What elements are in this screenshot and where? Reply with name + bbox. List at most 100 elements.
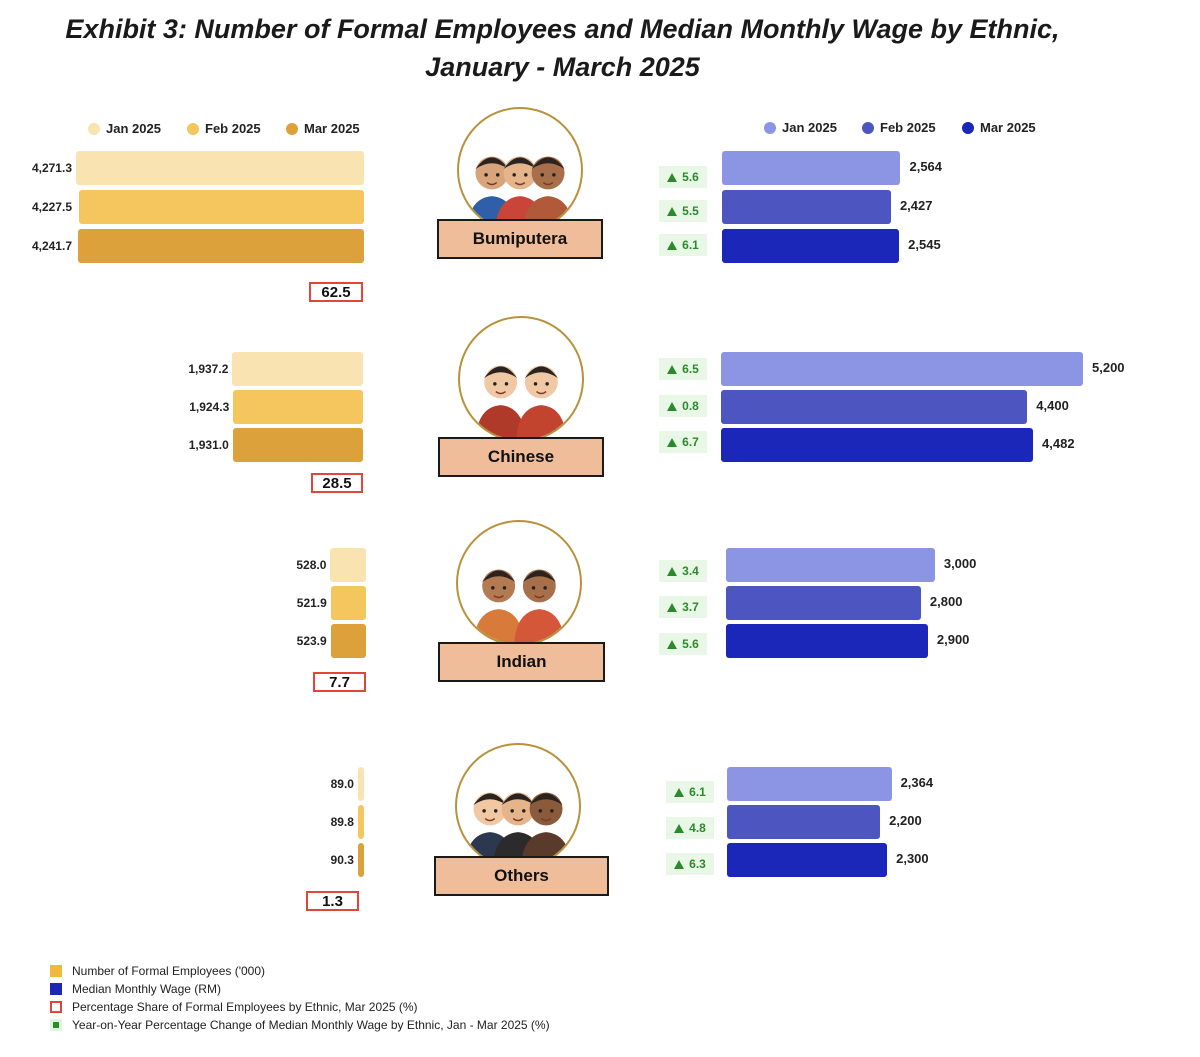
yoy-change-tag: 0.8 [659, 395, 707, 417]
wage-bar-bumiputera-3 [722, 229, 900, 263]
yoy-change-tag: 5.6 [659, 166, 707, 188]
wage-bar-indian-2 [726, 586, 921, 620]
ethnic-label-bumiputera: Bumiputera [437, 219, 603, 259]
employees-bar-chinese-2 [233, 390, 363, 424]
footnote-label: Median Monthly Wage (RM) [72, 982, 221, 996]
employees-value-label: 1,924.3 [189, 400, 230, 414]
ethnic-label-others: Others [434, 856, 609, 896]
legend-swatch [187, 122, 199, 135]
footnote-swatch [50, 983, 62, 995]
chart-title-line2: January - March 2025 [425, 52, 700, 82]
yoy-change-tag: 6.5 [659, 358, 707, 380]
up-arrow-icon [667, 364, 678, 374]
yoy-change-tag: 3.7 [659, 596, 707, 618]
wage-value-label: 2,800 [929, 594, 963, 609]
yoy-change-tag: 4.8 [666, 817, 714, 839]
yoy-change-tag: 6.1 [659, 234, 707, 256]
yoy-change-value: 4.8 [689, 821, 706, 835]
ethnic-label-chinese: Chinese [438, 437, 604, 477]
employees-value-label: 1,931.0 [188, 438, 229, 452]
wage-bar-indian-1 [726, 548, 935, 582]
yoy-change-tag: 6.7 [659, 431, 707, 453]
employees-value-label: 89.8 [330, 815, 354, 829]
employees-value-label: 528.0 [296, 558, 327, 572]
wage-value-label: 2,364 [900, 775, 934, 790]
wage-bar-others-1 [727, 767, 892, 801]
employees-value-label: 4,271.3 [31, 161, 72, 175]
ethnic-label-indian: Indian [438, 642, 605, 682]
chart-title-line1: Exhibit 3: Number of Formal Employees an… [65, 14, 1060, 44]
footnote-3: Percentage Share of Formal Employees by … [50, 1000, 418, 1014]
wage-value-label: 2,564 [909, 159, 943, 174]
legend-label: Feb 2025 [205, 121, 261, 136]
wage-value-label: 2,427 [899, 198, 933, 213]
legend-item-wages-2: Feb 2025 [862, 120, 936, 135]
employees-value-label: 4,241.7 [31, 239, 72, 253]
employees-value-label: 1,937.2 [188, 362, 229, 376]
employees-bar-chinese-3 [232, 428, 363, 462]
chinese-people-icon [458, 316, 584, 442]
legend-item-employees-1: Jan 2025 [88, 121, 161, 136]
employees-value-label: 90.3 [330, 853, 354, 867]
employees-bar-others-3 [357, 843, 364, 877]
up-arrow-icon [667, 566, 678, 576]
employees-value-label: 89.0 [330, 777, 354, 791]
footnote-label: Number of Formal Employees ('000) [72, 964, 266, 978]
employees-value-label: 4,227.5 [31, 200, 72, 214]
yoy-change-tag: 5.6 [659, 633, 707, 655]
up-arrow-icon [667, 602, 678, 612]
yoy-change-value: 6.3 [689, 857, 706, 871]
up-arrow-icon [674, 859, 685, 869]
employees-bar-others-1 [357, 767, 364, 801]
employees-bar-indian-3 [330, 624, 366, 658]
legend-swatch [88, 122, 100, 135]
wage-bar-chinese-2 [721, 390, 1028, 424]
yoy-change-value: 5.6 [682, 637, 699, 651]
yoy-change-value: 5.6 [682, 170, 699, 184]
legend-swatch [862, 121, 874, 134]
up-arrow-icon [667, 206, 678, 216]
wage-value-label: 4,400 [1036, 398, 1069, 413]
wage-value-label: 5,200 [1092, 360, 1125, 375]
legend-label: Mar 2025 [304, 121, 360, 136]
yoy-change-value: 6.7 [682, 435, 699, 449]
wage-bar-chinese-1 [721, 352, 1083, 386]
wage-bar-others-2 [727, 805, 881, 839]
up-arrow-icon [674, 787, 685, 797]
legend-item-employees-2: Feb 2025 [187, 121, 261, 136]
up-arrow-icon [667, 240, 678, 250]
employees-bar-chinese-1 [232, 352, 363, 386]
yoy-change-value: 3.4 [682, 564, 699, 578]
bumiputera-people-icon [457, 107, 583, 233]
yoy-change-value: 6.1 [689, 785, 706, 799]
legend-label: Jan 2025 [782, 120, 837, 135]
wage-bar-bumiputera-1 [722, 151, 901, 185]
footnote-swatch [50, 965, 62, 977]
legend-label: Mar 2025 [980, 120, 1036, 135]
others-people-icon [455, 743, 581, 869]
share-box-indian: 7.7 [313, 672, 366, 692]
up-arrow-icon [667, 437, 678, 447]
share-box-chinese: 28.5 [311, 473, 363, 493]
employees-bar-bumiputera-3 [77, 229, 364, 263]
legend-label: Feb 2025 [880, 120, 936, 135]
yoy-change-tag: 6.3 [666, 853, 714, 875]
legend-item-employees-3: Mar 2025 [286, 121, 360, 136]
legend-swatch [286, 122, 298, 135]
yoy-change-value: 6.5 [682, 362, 699, 376]
footnote-swatch [50, 1001, 62, 1013]
footnote-label: Percentage Share of Formal Employees by … [72, 1000, 418, 1014]
footnote-label: Year-on-Year Percentage Change of Median… [72, 1018, 550, 1032]
up-arrow-icon [667, 401, 678, 411]
footnote-swatch [50, 1019, 62, 1031]
share-box-bumiputera: 62.5 [309, 282, 363, 302]
yoy-change-value: 0.8 [682, 399, 699, 413]
indian-people-icon [456, 520, 582, 646]
up-arrow-icon [667, 639, 678, 649]
footnote-1: Number of Formal Employees ('000) [50, 964, 265, 978]
yoy-change-value: 5.5 [682, 204, 699, 218]
yoy-change-tag: 3.4 [659, 560, 707, 582]
employees-bar-indian-1 [330, 548, 366, 582]
yoy-change-tag: 5.5 [659, 200, 707, 222]
